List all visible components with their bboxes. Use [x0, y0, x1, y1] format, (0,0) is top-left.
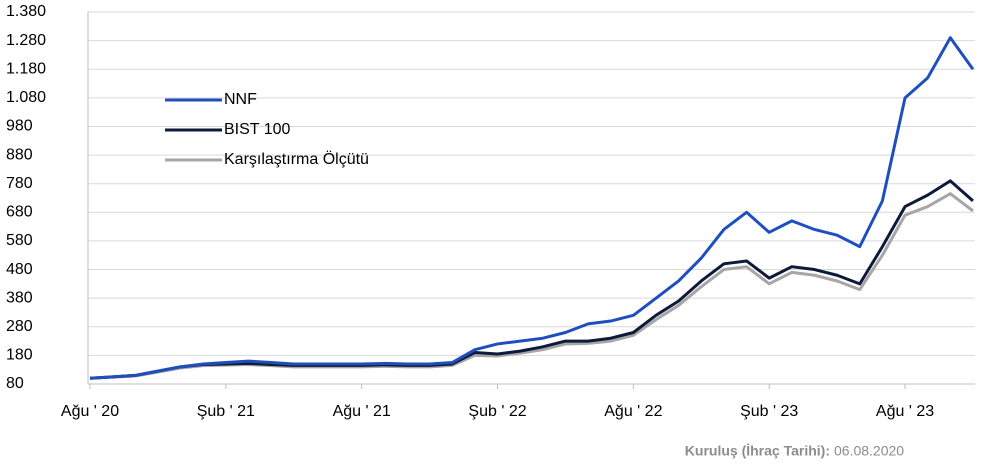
y-tick-label: 1.080: [6, 89, 46, 106]
y-tick-label: 180: [6, 347, 33, 364]
x-tick-label: Şub ' 21: [197, 403, 255, 420]
x-tick-label: Şub ' 22: [468, 403, 526, 420]
legend-label: NNF: [224, 91, 257, 108]
series-line: [89, 36, 975, 380]
footer-label: Kuruluş (İhraç Tarihi):: [685, 443, 830, 459]
y-tick-label: 580: [6, 232, 33, 249]
y-tick-label: 880: [6, 146, 33, 163]
legend-label: BIST 100: [224, 121, 291, 138]
y-tick-label: 480: [6, 261, 33, 278]
y-tick-label: 680: [6, 204, 33, 221]
legend-label: Karşılaştırma Ölçütü: [224, 150, 369, 168]
y-tick-label: 280: [6, 318, 33, 335]
y-tick-label: 1.180: [6, 60, 46, 77]
y-tick-label: 1.380: [6, 3, 46, 20]
footer-value: 06.08.2020: [834, 443, 904, 459]
x-tick-label: Ağu ' 22: [604, 403, 662, 420]
y-tick-label: 380: [6, 289, 33, 306]
series-line: [89, 192, 974, 380]
x-tick-label: Şub ' 23: [740, 403, 798, 420]
y-tick-label: 980: [6, 118, 33, 135]
x-tick-label: Ağu ' 20: [61, 403, 119, 420]
series-line: [89, 179, 974, 380]
y-tick-label: 780: [6, 175, 33, 192]
y-tick-label: 80: [6, 375, 24, 392]
x-tick-label: Ağu ' 21: [333, 403, 391, 420]
y-tick-label: 1.280: [6, 32, 46, 49]
x-tick-label: Ağu ' 23: [876, 403, 934, 420]
